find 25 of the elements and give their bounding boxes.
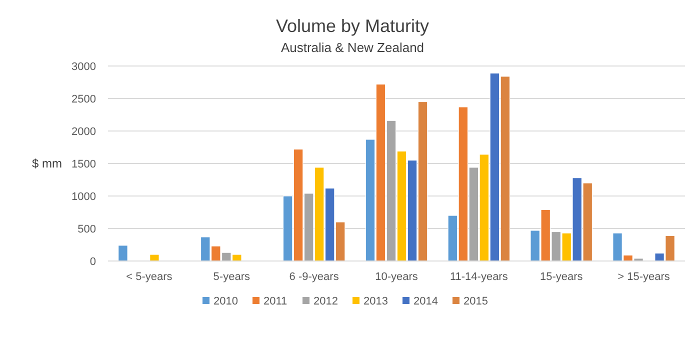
- legend-label: 2013: [364, 295, 388, 308]
- legend-label: 2010: [214, 295, 238, 308]
- y-tick-label: 1000: [72, 190, 96, 203]
- y-tick-label: 0: [90, 256, 96, 268]
- x-tick-label: 11-14-years: [450, 271, 508, 283]
- x-tick-label: > 15-years: [618, 271, 670, 283]
- legend-label: 2014: [414, 295, 438, 308]
- y-axis-title: $ mm: [32, 156, 62, 171]
- chart-subtitle: Australia & New Zealand: [280, 40, 424, 55]
- x-tick-label: 6 -9-years: [289, 271, 340, 283]
- y-tick-label: 3000: [72, 60, 96, 73]
- y-tick-label: 500: [78, 223, 96, 236]
- bar: [150, 254, 160, 262]
- legend-label: 2012: [314, 295, 338, 308]
- chart-title: Volume by Maturity: [276, 16, 430, 36]
- y-tick-label: 1500: [72, 158, 96, 170]
- y-tick-label: 2000: [72, 126, 96, 138]
- y-tick-label: 2500: [72, 93, 96, 106]
- legend-label: 2015: [464, 295, 488, 308]
- legend-label: 2011: [264, 295, 288, 308]
- x-tick-label: 15-years: [540, 271, 584, 283]
- bar: [118, 245, 128, 262]
- x-tick-label: < 5-years: [126, 271, 173, 283]
- x-tick-label: 5-years: [213, 271, 250, 283]
- x-tick-label: 10-years: [375, 271, 418, 283]
